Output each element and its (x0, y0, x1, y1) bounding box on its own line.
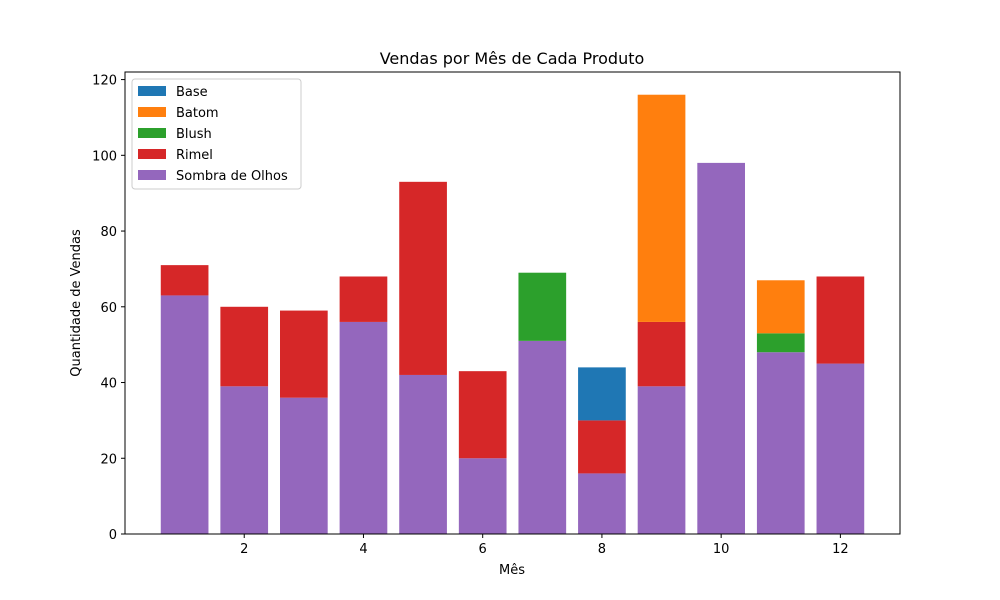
bar-rimel-month-1 (160, 265, 209, 296)
legend-label-sombra-de-olhos: Sombra de Olhos (176, 169, 288, 184)
bar-sombra-de-olhos-month-11 (756, 352, 805, 534)
bar-sombra-de-olhos-month-12 (816, 363, 865, 534)
y-tick-label: 120 (92, 74, 117, 89)
bar-sombra-de-olhos-month-8 (578, 473, 626, 534)
legend-swatch-sombra-de-olhos (138, 170, 166, 180)
bar-batom-month-9 (637, 94, 686, 322)
legend-label-blush: Blush (176, 127, 212, 142)
y-tick-label: 100 (92, 149, 117, 164)
legend-label-base: Base (176, 85, 208, 100)
x-axis-ticks: 2 4 6 8 10 12 (240, 534, 849, 557)
legend: Base Batom Blush Rimel Sombra de Olhos (131, 78, 302, 190)
y-tick-label: 40 (100, 377, 117, 392)
bar-sombra-de-olhos-month-2 (220, 386, 269, 534)
bar-sombra-de-olhos-month-3 (280, 397, 328, 534)
legend-label-rimel: Rimel (176, 148, 213, 163)
plot-frame (124, 71, 901, 535)
bar-sombra-de-olhos-month-5 (399, 374, 447, 534)
y-tick-label: 20 (100, 452, 117, 467)
bar-sombra-de-olhos-month-7 (518, 340, 567, 534)
bars-group (160, 94, 865, 534)
bar-rimel-month-8 (578, 420, 626, 474)
bar-blush-month-7 (518, 272, 567, 341)
x-tick-label: 12 (832, 542, 849, 557)
bar-base-month-8 (578, 367, 626, 421)
chart-title: Vendas por Mês de Cada Produto (380, 49, 645, 68)
legend-box (131, 78, 302, 190)
x-tick-label: 4 (359, 542, 367, 557)
legend-swatch-base (138, 86, 166, 96)
x-tick-label: 10 (713, 542, 730, 557)
x-axis-label: Mês (499, 563, 525, 578)
legend-label-batom: Batom (176, 106, 219, 121)
bar-sombra-de-olhos-month-9 (637, 386, 686, 534)
legend-swatch-blush (138, 128, 166, 138)
y-tick-label: 0 (109, 528, 117, 543)
bar-blush-month-11 (756, 333, 805, 353)
bar-rimel-month-4 (339, 276, 388, 322)
y-axis-label: Quantidade de Vendas (69, 229, 84, 377)
bar-rimel-month-2 (220, 306, 269, 387)
bar-sombra-de-olhos-month-4 (339, 321, 388, 534)
y-tick-label: 80 (100, 225, 117, 240)
bar-sombra-de-olhos-month-6 (458, 458, 507, 534)
bar-sombra-de-olhos-month-10 (697, 162, 745, 534)
legend-swatch-batom (138, 107, 166, 117)
x-tick-label: 2 (240, 542, 248, 557)
y-tick-label: 60 (100, 301, 117, 316)
bar-sombra-de-olhos-month-1 (160, 295, 209, 534)
x-tick-label: 8 (598, 542, 606, 557)
bar-rimel-month-12 (816, 276, 865, 364)
bar-rimel-month-3 (280, 310, 328, 398)
bar-rimel-month-5 (399, 181, 447, 375)
y-axis-ticks: 0 20 40 60 80 100 120 (92, 74, 125, 543)
bar-batom-month-11 (756, 280, 805, 334)
bar-rimel-month-6 (458, 371, 507, 459)
x-tick-label: 6 (479, 542, 487, 557)
legend-swatch-rimel (138, 149, 166, 159)
bar-rimel-month-9 (637, 321, 686, 387)
